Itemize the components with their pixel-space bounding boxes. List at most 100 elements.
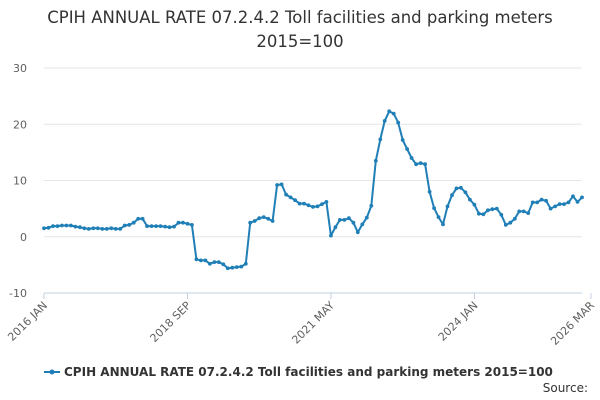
x-tick-label: 2016 JAN [5,299,50,344]
data-point [427,189,432,194]
data-point [544,198,548,203]
data-point [212,260,217,264]
data-point [369,203,374,208]
data-point [95,226,100,231]
data-point [441,222,445,227]
data-point [517,209,522,214]
data-point [302,201,306,206]
data-point [154,224,159,229]
y-tick-label: 0 [20,231,27,244]
data-point [351,220,356,225]
data-point [378,137,383,142]
data-point [118,227,123,231]
data-point [477,211,481,216]
data-point [127,223,132,227]
data-point [575,200,580,204]
data-point [418,161,423,166]
data-point [486,208,490,213]
data-point [311,205,315,209]
data-point [530,200,535,205]
data-point [248,220,253,225]
data-point [172,224,176,229]
data-point [113,227,118,231]
data-point [436,215,441,220]
data-point [387,109,392,114]
data-point [454,186,459,191]
legend-marker [49,369,55,375]
legend[interactable]: CPIH ANNUAL RATE 07.2.4.2 Toll facilitie… [44,365,553,379]
data-point [580,195,584,200]
data-point [234,265,239,269]
data-point [158,224,163,229]
data-point [414,162,418,167]
data-point [472,202,477,207]
data-point [373,158,378,163]
data-point [64,223,69,228]
data-point [512,216,517,221]
x-tick-label: 2026 MAR [548,299,597,348]
data-point [347,216,351,221]
data-point [508,220,513,225]
data-point [270,219,275,223]
data-point [562,202,566,207]
data-point [481,212,486,217]
data-point [355,230,360,235]
data-point [553,204,557,209]
x-tick-label: 2024 JAN [436,299,481,344]
data-point [69,223,73,228]
data-point [400,138,405,142]
data-point [571,194,575,199]
data-point [203,258,208,263]
data-point [463,190,468,195]
data-point [91,226,96,231]
data-point [432,206,436,211]
data-point [261,215,266,220]
data-point [109,226,114,231]
data-point [199,258,203,263]
data-point [338,218,342,222]
data-point [521,209,526,214]
data-point [266,216,271,221]
legend-label: CPIH ANNUAL RATE 07.2.4.2 Toll facilitie… [64,365,553,379]
data-point [333,225,338,230]
data-point [252,219,257,223]
data-point [279,182,284,187]
data-point [499,212,504,217]
data-point [329,233,333,238]
data-point [297,201,302,206]
axis-layer: -10 0 10 20 30 2016 JAN 2018 SEP 2021 MAY 2024 J… [5,62,597,348]
data-point [167,225,172,230]
data-point [131,220,136,225]
data-point [239,264,244,269]
data-point [450,193,454,198]
y-tick-label: 20 [13,118,27,131]
data-point [445,204,450,209]
y-tick-label: 30 [13,62,27,75]
data-point [55,224,60,229]
data-point [396,120,401,125]
data-point [284,192,288,197]
data-point [145,224,150,229]
data-point [149,224,154,229]
data-point [190,223,194,227]
data-point [324,200,329,204]
data-point [539,197,544,202]
data-point [423,162,427,167]
data-point [208,261,212,266]
data-point [185,221,190,226]
data-point [100,227,105,231]
data-point [293,198,297,203]
data-point [306,203,311,208]
data-point [382,119,387,123]
data-point [360,222,365,227]
data-point [51,224,55,229]
data-point [257,216,262,221]
source-label: Source: [542,381,588,395]
data-point [409,156,414,160]
x-tick-label: 2018 SEP [148,299,194,345]
data-point [490,207,495,212]
data-point [136,216,141,221]
data-point [194,257,199,262]
data-point [82,226,87,231]
data-point [221,262,226,267]
